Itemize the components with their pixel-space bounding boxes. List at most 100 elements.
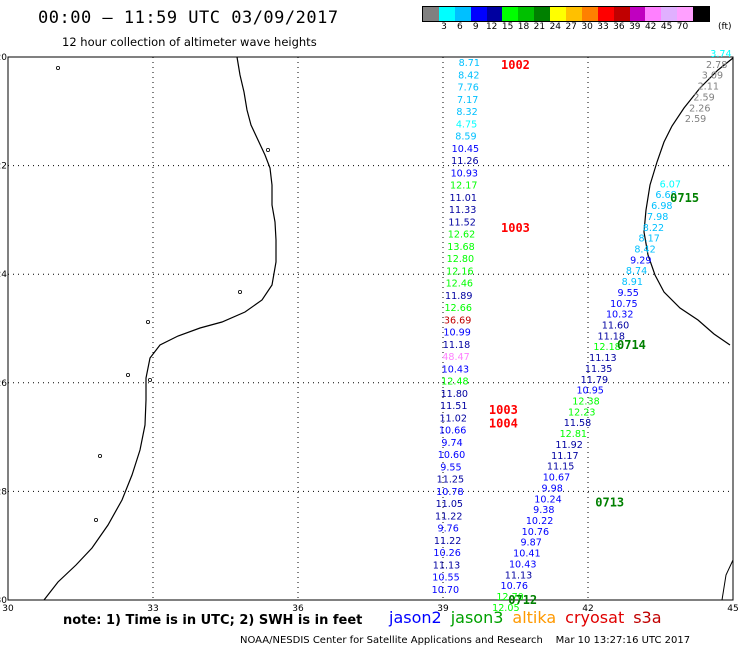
- swh-value: 7.76: [458, 83, 479, 94]
- scale-label: 42: [644, 22, 657, 32]
- lat-tick-label: -26: [0, 379, 7, 389]
- scale-label: 24: [549, 22, 562, 32]
- africa-coastline: [43, 56, 277, 601]
- legend-s3a: s3a: [633, 608, 662, 627]
- swh-value: 10.99: [443, 328, 470, 339]
- swh-value: 48.47: [442, 352, 469, 363]
- swh-value: 11.25: [437, 475, 464, 486]
- swh-value: 11.26: [451, 156, 478, 167]
- swh-value: 6.68: [655, 190, 676, 201]
- swh-value: 10.70: [432, 585, 459, 596]
- legend-jason3: jason3: [450, 608, 504, 627]
- swh-value: 10.43: [509, 559, 536, 570]
- legend-cryosat: cryosat: [565, 608, 625, 627]
- swh-value: 10.41: [513, 549, 540, 560]
- swh-value: 10.95: [576, 386, 603, 397]
- island: [265, 147, 270, 152]
- swh-value: 9.74: [441, 438, 462, 449]
- swh-value: 11.17: [551, 451, 578, 462]
- lat-tick-label: -30: [0, 596, 7, 606]
- scale-swatch: [613, 7, 630, 21]
- scale-label: 21: [533, 22, 546, 32]
- pass-code: 1003: [501, 221, 530, 235]
- swh-value: 12.38: [572, 397, 599, 408]
- pass-code: 0712: [508, 593, 537, 607]
- swh-value: 9.29: [630, 255, 651, 266]
- island: [145, 319, 150, 324]
- scale-swatch: [550, 7, 567, 21]
- color-scale-labels: 3 6 9 12 15 18 21 24 27 30 33 36 39 42 45 70: [422, 22, 727, 34]
- swh-value: 11.79: [581, 375, 608, 386]
- swh-value: 8.59: [455, 132, 476, 143]
- map-frame: [7, 56, 734, 601]
- island: [237, 289, 242, 294]
- swh-value: 8.22: [643, 223, 664, 234]
- swh-value: 11.13: [433, 560, 460, 571]
- swh-value: 10.22: [526, 516, 553, 527]
- swh-value: 12.66: [444, 303, 471, 314]
- swh-value: 12.16: [446, 266, 473, 277]
- swh-value: 8.71: [459, 58, 480, 69]
- swh-value: 8.74: [626, 266, 647, 277]
- swh-value: 11.13: [589, 353, 616, 364]
- swh-value: 11.02: [439, 413, 466, 424]
- lat-tick-label: -28: [0, 487, 7, 497]
- swh-value: 10.66: [439, 426, 466, 437]
- coastline-fragment: [721, 559, 734, 601]
- swh-value: 12.81: [560, 429, 587, 440]
- scale-label: 33: [597, 22, 609, 32]
- scale-swatch: [438, 7, 455, 21]
- swh-value: 9.55: [440, 462, 461, 473]
- swh-value: 8.42: [634, 244, 655, 255]
- swh-value: 9.38: [533, 505, 554, 516]
- swh-value: 11.33: [449, 205, 476, 216]
- scale-unit: (ft): [718, 22, 732, 32]
- page-subtitle: 12 hour collection of altimeter wave hei…: [62, 35, 317, 49]
- swh-value: 10.75: [610, 299, 637, 310]
- swh-value: 10.32: [606, 310, 633, 321]
- swh-value: 12.17: [450, 181, 477, 192]
- swh-value: 11.18: [598, 331, 625, 342]
- swh-value: 2.11: [698, 82, 719, 93]
- scale-swatch: [518, 7, 535, 21]
- scale-swatch: [645, 7, 662, 21]
- island: [147, 377, 152, 382]
- scale-swatch: [629, 7, 646, 21]
- swh-value: 8.42: [458, 70, 479, 81]
- lat-tick-label: -24: [0, 270, 7, 280]
- lon-tick-label: 42: [582, 604, 593, 614]
- swh-value: 12.46: [446, 279, 473, 290]
- swh-value: 12.48: [441, 377, 468, 388]
- swh-value: 11.89: [445, 291, 472, 302]
- scale-swatch: [502, 7, 519, 21]
- swh-value: 10.45: [452, 144, 479, 155]
- swh-value: 11.35: [585, 364, 612, 375]
- pass-code: 0714: [617, 338, 646, 352]
- legend-jason2: jason2: [389, 608, 442, 627]
- madagascar-coastline: [643, 57, 734, 346]
- swh-value: 11.01: [449, 193, 476, 204]
- swh-value: 9.98: [542, 483, 563, 494]
- scale-label: 9: [472, 22, 479, 32]
- scale-label: 3: [441, 22, 447, 32]
- scale-swatch: [661, 7, 678, 21]
- lon-tick-label: 39: [437, 604, 449, 614]
- swh-value: 11.51: [440, 401, 467, 412]
- swh-value: 11.60: [602, 321, 629, 332]
- scale-swatch: [677, 7, 694, 21]
- swh-value: 11.05: [436, 499, 463, 510]
- swh-value: 11.22: [435, 511, 462, 522]
- swh-value: 6.98: [651, 201, 672, 212]
- swh-value: 11.92: [555, 440, 582, 451]
- swh-value: 11.22: [434, 536, 461, 547]
- scale-label: 12: [485, 22, 498, 32]
- swh-value: 10.67: [543, 473, 570, 484]
- scale-label: 70: [676, 22, 689, 32]
- scale-label: 15: [501, 22, 514, 32]
- pass-code: 0715: [670, 191, 699, 205]
- scale-label: 36: [613, 22, 625, 32]
- swh-value: 9.76: [438, 524, 459, 535]
- scale-swatch: [566, 7, 582, 21]
- swh-value: 11.18: [443, 340, 470, 351]
